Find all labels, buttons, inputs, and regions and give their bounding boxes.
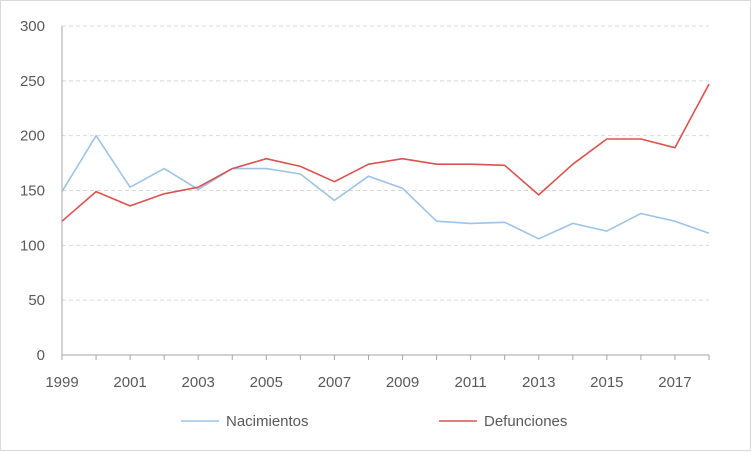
x-tick-label: 2011: [454, 374, 486, 391]
x-tick-label: 2007: [318, 374, 351, 391]
y-tick-label: 50: [28, 292, 45, 309]
x-tick-label: 2017: [658, 374, 691, 391]
x-tick-label: 2015: [590, 374, 623, 391]
x-tick-label: 2003: [182, 374, 215, 391]
legend-label-defunciones: Defunciones: [484, 413, 567, 430]
legend-label-nacimientos: Nacimientos: [226, 413, 309, 430]
y-tick-label: 0: [37, 347, 45, 364]
x-tick-label: 2001: [113, 374, 146, 391]
y-tick-labels: 0 50 100 150 200 250 300: [20, 18, 45, 364]
gridlines: [62, 26, 709, 300]
x-tick-label: 2009: [386, 374, 419, 391]
x-tick-label: 1999: [45, 374, 78, 391]
y-tick-label: 150: [20, 183, 45, 200]
x-tick-label: 2005: [250, 374, 283, 391]
x-tick-label: 2013: [522, 374, 555, 391]
x-tick-labels: 1999 2001 2003 2005 2007 2009 2011 2013 2015 2017: [45, 374, 691, 391]
series-lines: [62, 84, 709, 239]
series-line-nacimientos: [62, 136, 709, 239]
series-line-defunciones: [62, 84, 709, 221]
legend: Nacimientos Defunciones: [181, 413, 567, 430]
axes: [62, 26, 709, 360]
y-tick-label: 250: [20, 73, 45, 90]
y-tick-label: 200: [20, 128, 45, 145]
y-tick-label: 100: [20, 237, 45, 254]
y-tick-label: 300: [20, 18, 45, 35]
